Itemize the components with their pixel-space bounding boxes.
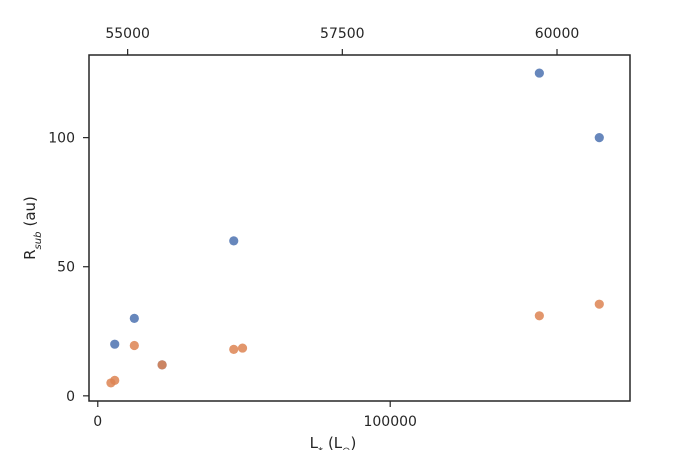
data-point-series-2 xyxy=(534,311,544,321)
data-point-series-1 xyxy=(129,313,139,323)
data-point-series-2 xyxy=(110,375,120,385)
y-tick-label: 50 xyxy=(57,260,75,276)
x-axis-label: L*(L⊙) xyxy=(310,434,357,450)
data-point-series-2 xyxy=(237,343,248,353)
data-point-series-1 xyxy=(229,236,239,246)
top-x-tick-label: 60000 xyxy=(535,26,580,42)
x-tick-label: 0 xyxy=(93,414,102,430)
data-point-series-2 xyxy=(594,299,604,309)
data-point-series-2 xyxy=(229,344,239,354)
top-x-tick-label: 57500 xyxy=(320,26,365,42)
plot-background xyxy=(89,55,630,401)
x-tick-label: 100000 xyxy=(363,414,416,430)
ticks-layer: 0 100000 0 50 100 55000 57500 60000 xyxy=(48,26,579,430)
data-point-series-1 xyxy=(110,339,120,349)
data-point-series-1 xyxy=(534,68,544,78)
data-point-series-2 xyxy=(129,340,139,351)
y-tick-label: 100 xyxy=(48,131,75,147)
y-axis-label: Rsub(au) xyxy=(21,196,44,260)
data-point-series-1 xyxy=(594,133,604,143)
data-point-series-2 xyxy=(157,360,167,370)
top-x-tick-label: 55000 xyxy=(105,26,150,42)
points-layer xyxy=(106,68,604,388)
plot-frame xyxy=(88,54,631,402)
y-tick-label: 0 xyxy=(66,389,75,405)
